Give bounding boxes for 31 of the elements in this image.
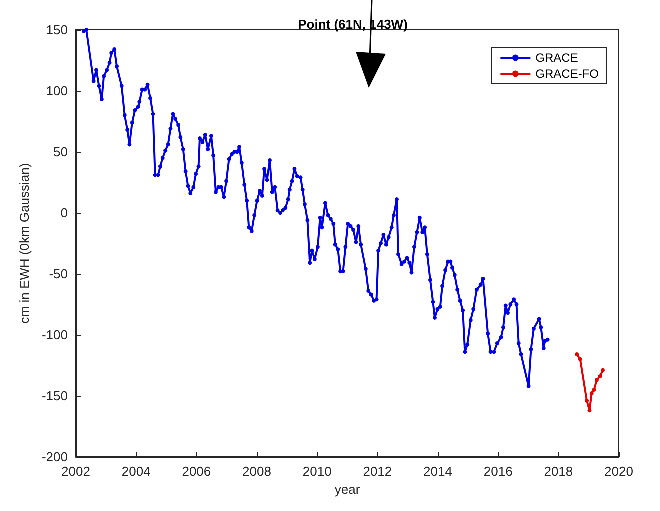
x-tick-label: 2016 <box>484 464 513 479</box>
x-tick-label: 2004 <box>122 464 151 479</box>
legend-label: GRACE <box>536 51 578 65</box>
y-tick-label: -50 <box>49 266 68 282</box>
x-tick-label: 2010 <box>302 464 332 479</box>
y-tick-label: 100 <box>46 84 68 98</box>
x-axis-title: year <box>334 482 361 497</box>
y-tick-label: 150 <box>46 22 68 38</box>
point <box>598 374 602 378</box>
point <box>588 408 592 413</box>
x-tick-label: 2014 <box>424 464 452 479</box>
y-tick-label: 0 <box>60 206 68 220</box>
point <box>601 368 606 372</box>
y-tick-label: -150 <box>42 388 68 404</box>
y-tick-label: -100 <box>42 328 68 342</box>
x-tick-label: 2008 <box>242 464 272 479</box>
point <box>575 352 580 357</box>
point <box>592 388 596 392</box>
y-axis-title: cm in EWH (0km Gaussian) <box>17 163 32 324</box>
point <box>578 357 582 362</box>
x-tick-label: 2002 <box>62 464 90 479</box>
y-tick-label: -200 <box>42 450 68 464</box>
point <box>594 378 599 382</box>
x-tick-label: 2018 <box>544 464 574 479</box>
x-tick-label: 2020 <box>604 464 634 479</box>
y-tick-label: 50 <box>54 144 68 160</box>
point <box>585 398 590 403</box>
x-tick-label: 2006 <box>182 464 212 479</box>
x-tick-label: 2012 <box>363 464 392 479</box>
legend-label: GRACE-FO <box>536 67 600 81</box>
point <box>590 392 594 396</box>
